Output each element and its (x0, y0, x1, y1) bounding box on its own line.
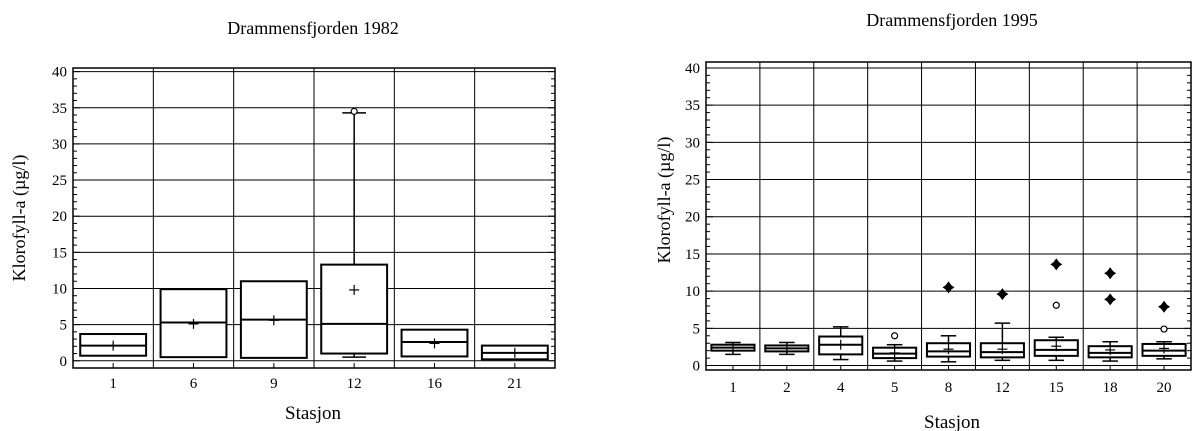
chart-title: Drammensfjorden 1982 (227, 18, 398, 38)
y-tick-label: 10 (52, 281, 67, 297)
y-tick-label: 0 (693, 359, 701, 375)
y-tick-label: 30 (685, 135, 700, 151)
extreme-point (1158, 300, 1171, 313)
x-tick-label: 1 (109, 376, 117, 392)
x-tick-label: 16 (427, 376, 443, 392)
y-tick-label: 30 (52, 137, 67, 153)
x-tick-label: 20 (1157, 380, 1172, 396)
y-tick-label: 5 (693, 321, 701, 337)
outlier-point (350, 107, 358, 115)
x-axis-label: Stasjon (924, 412, 980, 431)
x-tick-label: 12 (347, 376, 362, 392)
y-tick-label: 40 (685, 61, 700, 77)
x-tick-label: 8 (945, 380, 953, 396)
box-5 (872, 332, 918, 362)
extreme-point (1104, 267, 1117, 280)
extreme-point (942, 281, 955, 294)
box-15 (1033, 258, 1079, 362)
y-tick-label: 20 (52, 209, 67, 225)
box-1 (710, 341, 756, 356)
box-12 (320, 107, 389, 358)
grid (706, 62, 1191, 370)
extreme-point (1050, 258, 1063, 271)
x-tick-label: 9 (270, 376, 278, 392)
y-tick-label: 25 (685, 173, 700, 189)
grid (73, 68, 555, 369)
chart-1982: Drammensfjorden 1982 Stasjon Klorofyll-a… (0, 0, 590, 431)
y-tick-label: 25 (52, 173, 67, 189)
chart-title: Drammensfjorden 1995 (866, 10, 1037, 30)
x-tick-label: 12 (995, 380, 1010, 396)
chart-1982-svg: Drammensfjorden 1982 Stasjon Klorofyll-a… (9, 18, 556, 424)
y-axis-label: Klorofyll-a (µg/l) (9, 155, 30, 282)
box-iqr (320, 263, 389, 355)
outlier-point (891, 332, 899, 340)
y-tick-label: 10 (685, 284, 700, 300)
y-axis-label: Klorofyll-a (µg/l) (654, 137, 675, 264)
x-tick-label: 4 (837, 380, 845, 396)
x-tick-label: 15 (1049, 380, 1064, 396)
box-20 (1141, 300, 1187, 360)
x-tick-label: 18 (1103, 380, 1118, 396)
box-12 (979, 288, 1025, 362)
y-tick-label: 0 (60, 354, 68, 370)
box-21 (480, 344, 549, 361)
y-tick-label: 35 (685, 98, 700, 114)
outlier-point (1052, 301, 1060, 309)
x-tick-label: 21 (507, 376, 522, 392)
plot-frame (705, 61, 1192, 371)
chart-1995: Drammensfjorden 1995 Stasjon Klorofyll-a… (600, 0, 1193, 431)
box-9 (239, 280, 308, 359)
x-tick-label: 2 (783, 380, 791, 396)
y-tick-label: 20 (685, 210, 700, 226)
y-tick-label: 35 (52, 101, 67, 117)
y-tick-label: 15 (685, 247, 700, 263)
data-marks (710, 258, 1187, 363)
box-18 (1087, 267, 1133, 362)
y-tick-label: 5 (60, 318, 68, 334)
box-4 (818, 326, 864, 361)
x-axis-label: Stasjon (285, 403, 341, 424)
box-8 (925, 281, 972, 363)
box-16 (400, 328, 469, 358)
plot-frame (72, 67, 556, 369)
box-1 (79, 333, 148, 357)
x-tick-label: 6 (190, 376, 198, 392)
extreme-point (1104, 293, 1117, 306)
extreme-point (996, 288, 1009, 301)
chart-1995-svg: Drammensfjorden 1995 Stasjon Klorofyll-a… (654, 10, 1192, 431)
x-tick-label: 5 (891, 380, 899, 396)
y-tick-label: 15 (52, 245, 67, 261)
y-tick-label: 40 (52, 65, 67, 81)
box-2 (764, 341, 810, 356)
x-tick-label: 1 (729, 380, 737, 396)
data-marks (79, 107, 549, 361)
box-6 (159, 288, 228, 359)
outlier-point (1160, 325, 1168, 333)
